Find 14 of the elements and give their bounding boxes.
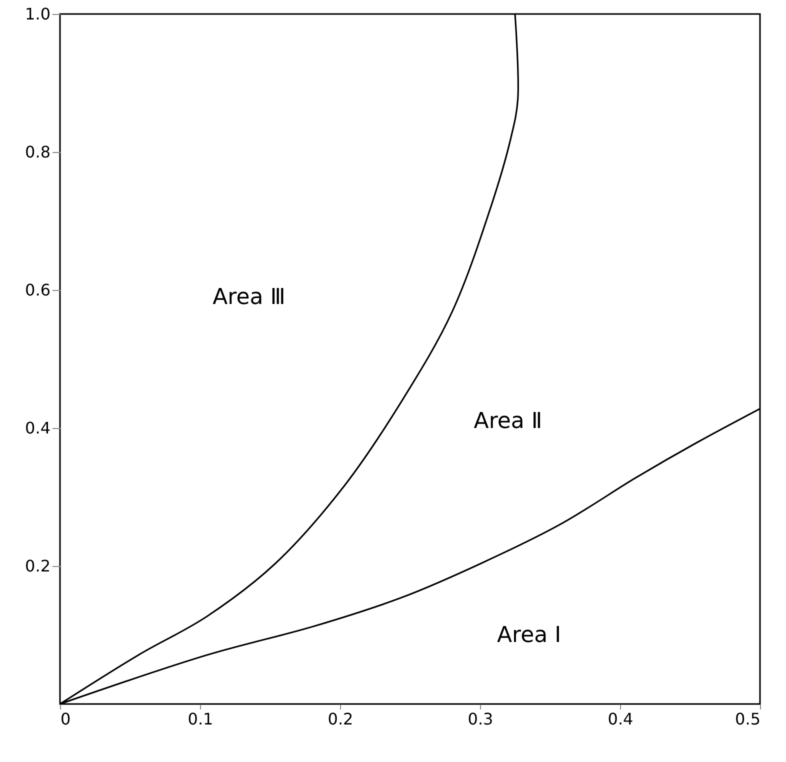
y-tick-label: 0.4 bbox=[25, 418, 50, 438]
annotation: Area Ⅲ bbox=[212, 284, 286, 310]
annotation: Area Ⅰ bbox=[496, 623, 562, 648]
x-tick-label: 0 bbox=[60, 710, 71, 728]
y-tick-label: 0.2 bbox=[25, 556, 50, 576]
x-tick-label: 0.2 bbox=[328, 710, 354, 728]
x-tick-label: 0.3 bbox=[468, 710, 494, 728]
x-tick-label: 0.1 bbox=[188, 710, 214, 728]
x-tick-label: 0.4 bbox=[608, 710, 634, 728]
annotation: Area Ⅱ bbox=[474, 409, 542, 434]
y-tick-label: 1.0 bbox=[25, 4, 50, 24]
y-tick-label: 0.6 bbox=[25, 280, 50, 300]
y-tick-label: 0.8 bbox=[25, 142, 50, 162]
x-tick-label: 0.5 bbox=[735, 710, 760, 728]
